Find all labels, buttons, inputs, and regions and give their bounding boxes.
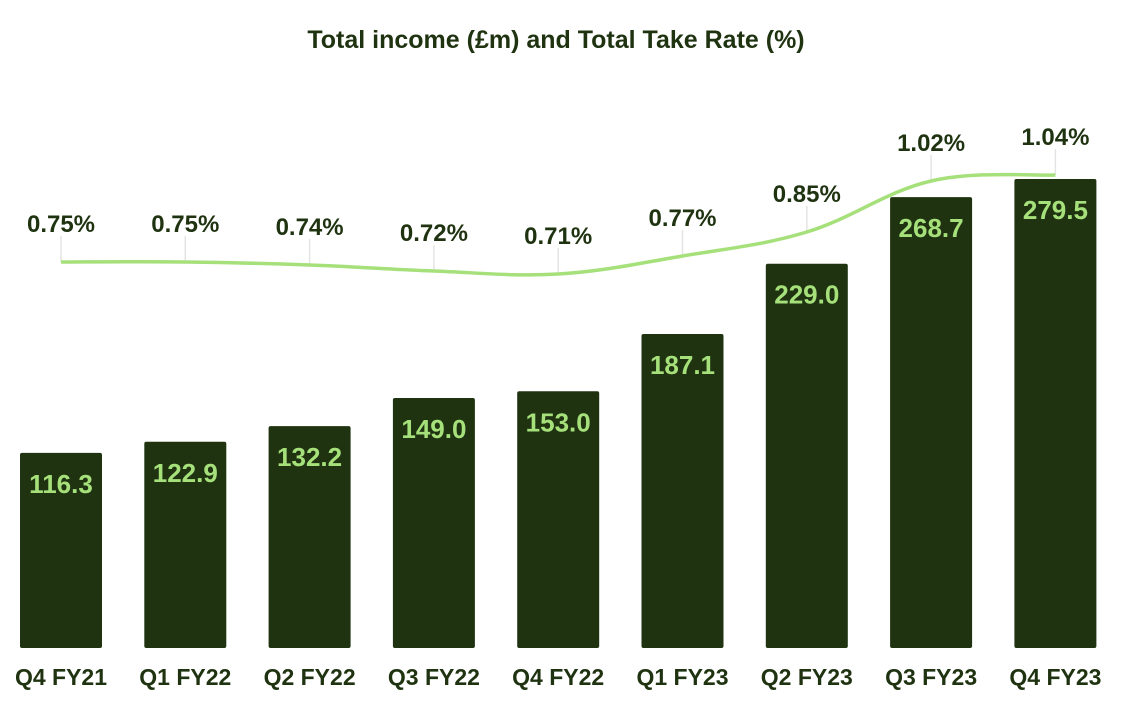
bar [890, 197, 973, 648]
bar-value-label: 132.2 [277, 442, 342, 472]
rate-value-label: 1.02% [897, 130, 965, 157]
category-label: Q1 FY23 [636, 664, 728, 690]
rate-leader-lines [60, 149, 1057, 274]
rate-value-label: 0.75% [151, 211, 219, 238]
bar-value-label: 279.5 [1023, 195, 1088, 225]
bar [268, 426, 351, 648]
rate-value-label: 0.72% [400, 220, 468, 247]
bar-series: 116.3 122.9 132.2 149.0 153.0 187.1 229.0 268.7… [20, 179, 1097, 648]
bar [641, 334, 724, 648]
bar [392, 397, 475, 648]
rate-value-label: 0.75% [27, 211, 95, 238]
bar-value-label: 149.0 [401, 414, 466, 444]
rate-value-label: 0.74% [276, 214, 344, 241]
rate-value-label: 0.77% [648, 205, 716, 232]
category-label: Q1 FY22 [139, 664, 231, 690]
category-label: Q3 FY22 [388, 664, 480, 690]
rate-labels: 0.75% 0.75% 0.74% 0.72% 0.71% 0.77% 0.85% 1.02%… [27, 124, 1089, 250]
rate-value-label: 0.71% [524, 223, 592, 250]
category-axis: Q4 FY21 Q1 FY22 Q2 FY22 Q3 FY22 Q4 FY22 Q1 FY… [15, 664, 1101, 690]
bar-value-label: 268.7 [899, 213, 964, 243]
take-rate-line [60, 172, 1056, 277]
bar [1014, 179, 1097, 648]
rate-value-label: 1.04% [1021, 124, 1089, 151]
category-label: Q4 FY23 [1009, 664, 1101, 690]
category-label: Q2 FY22 [264, 664, 356, 690]
bar [765, 263, 848, 648]
bar-value-label: 153.0 [526, 407, 591, 437]
bar-value-label: 116.3 [29, 469, 93, 499]
category-label: Q4 FY22 [512, 664, 604, 690]
category-label: Q2 FY23 [761, 664, 853, 690]
bar [517, 391, 600, 648]
chart-title: Total income (£m) and Total Take Rate (%… [307, 26, 805, 54]
take-rate-series [60, 172, 1056, 277]
category-label: Q4 FY21 [15, 664, 107, 690]
bar [20, 452, 102, 648]
bar-value-label: 122.9 [153, 458, 218, 488]
bar-value-label: 187.1 [650, 350, 715, 380]
bar-value-label: 229.0 [774, 280, 839, 310]
rate-value-label: 0.85% [773, 181, 841, 208]
category-label: Q3 FY23 [885, 664, 977, 690]
bar [144, 441, 227, 648]
